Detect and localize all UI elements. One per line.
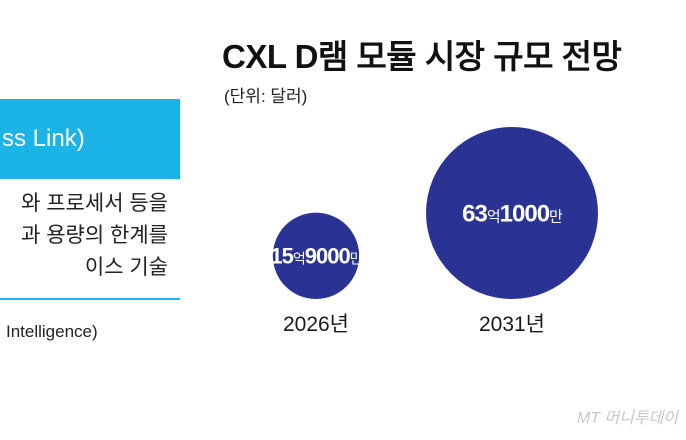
left-source: Intelligence) [6, 322, 98, 341]
chart-title: CXL D램 모듈 시장 규모 전망 [222, 38, 622, 75]
left-description: 와 프로세서 등을 과 용량의 한계를 이스 기술 [0, 188, 180, 300]
bubble-value-label: 63억1000만 [462, 200, 563, 227]
bubble-0 [272, 212, 360, 299]
description-line: 이스 기술 [84, 256, 168, 279]
watermark: MT 머니투데이 [576, 410, 678, 427]
bubble-value-label: 15억9000만 [270, 244, 362, 269]
chart-unit: (단위: 달러) [224, 87, 308, 106]
description-line: 과 용량의 한계를 [21, 224, 168, 247]
year-label: 2031년 [479, 313, 545, 336]
description-line: 와 프로세서 등을 [21, 192, 168, 215]
year-label: 2026년 [283, 313, 349, 336]
bubble-1 [426, 127, 598, 299]
left-banner: ss Link) [0, 99, 180, 179]
